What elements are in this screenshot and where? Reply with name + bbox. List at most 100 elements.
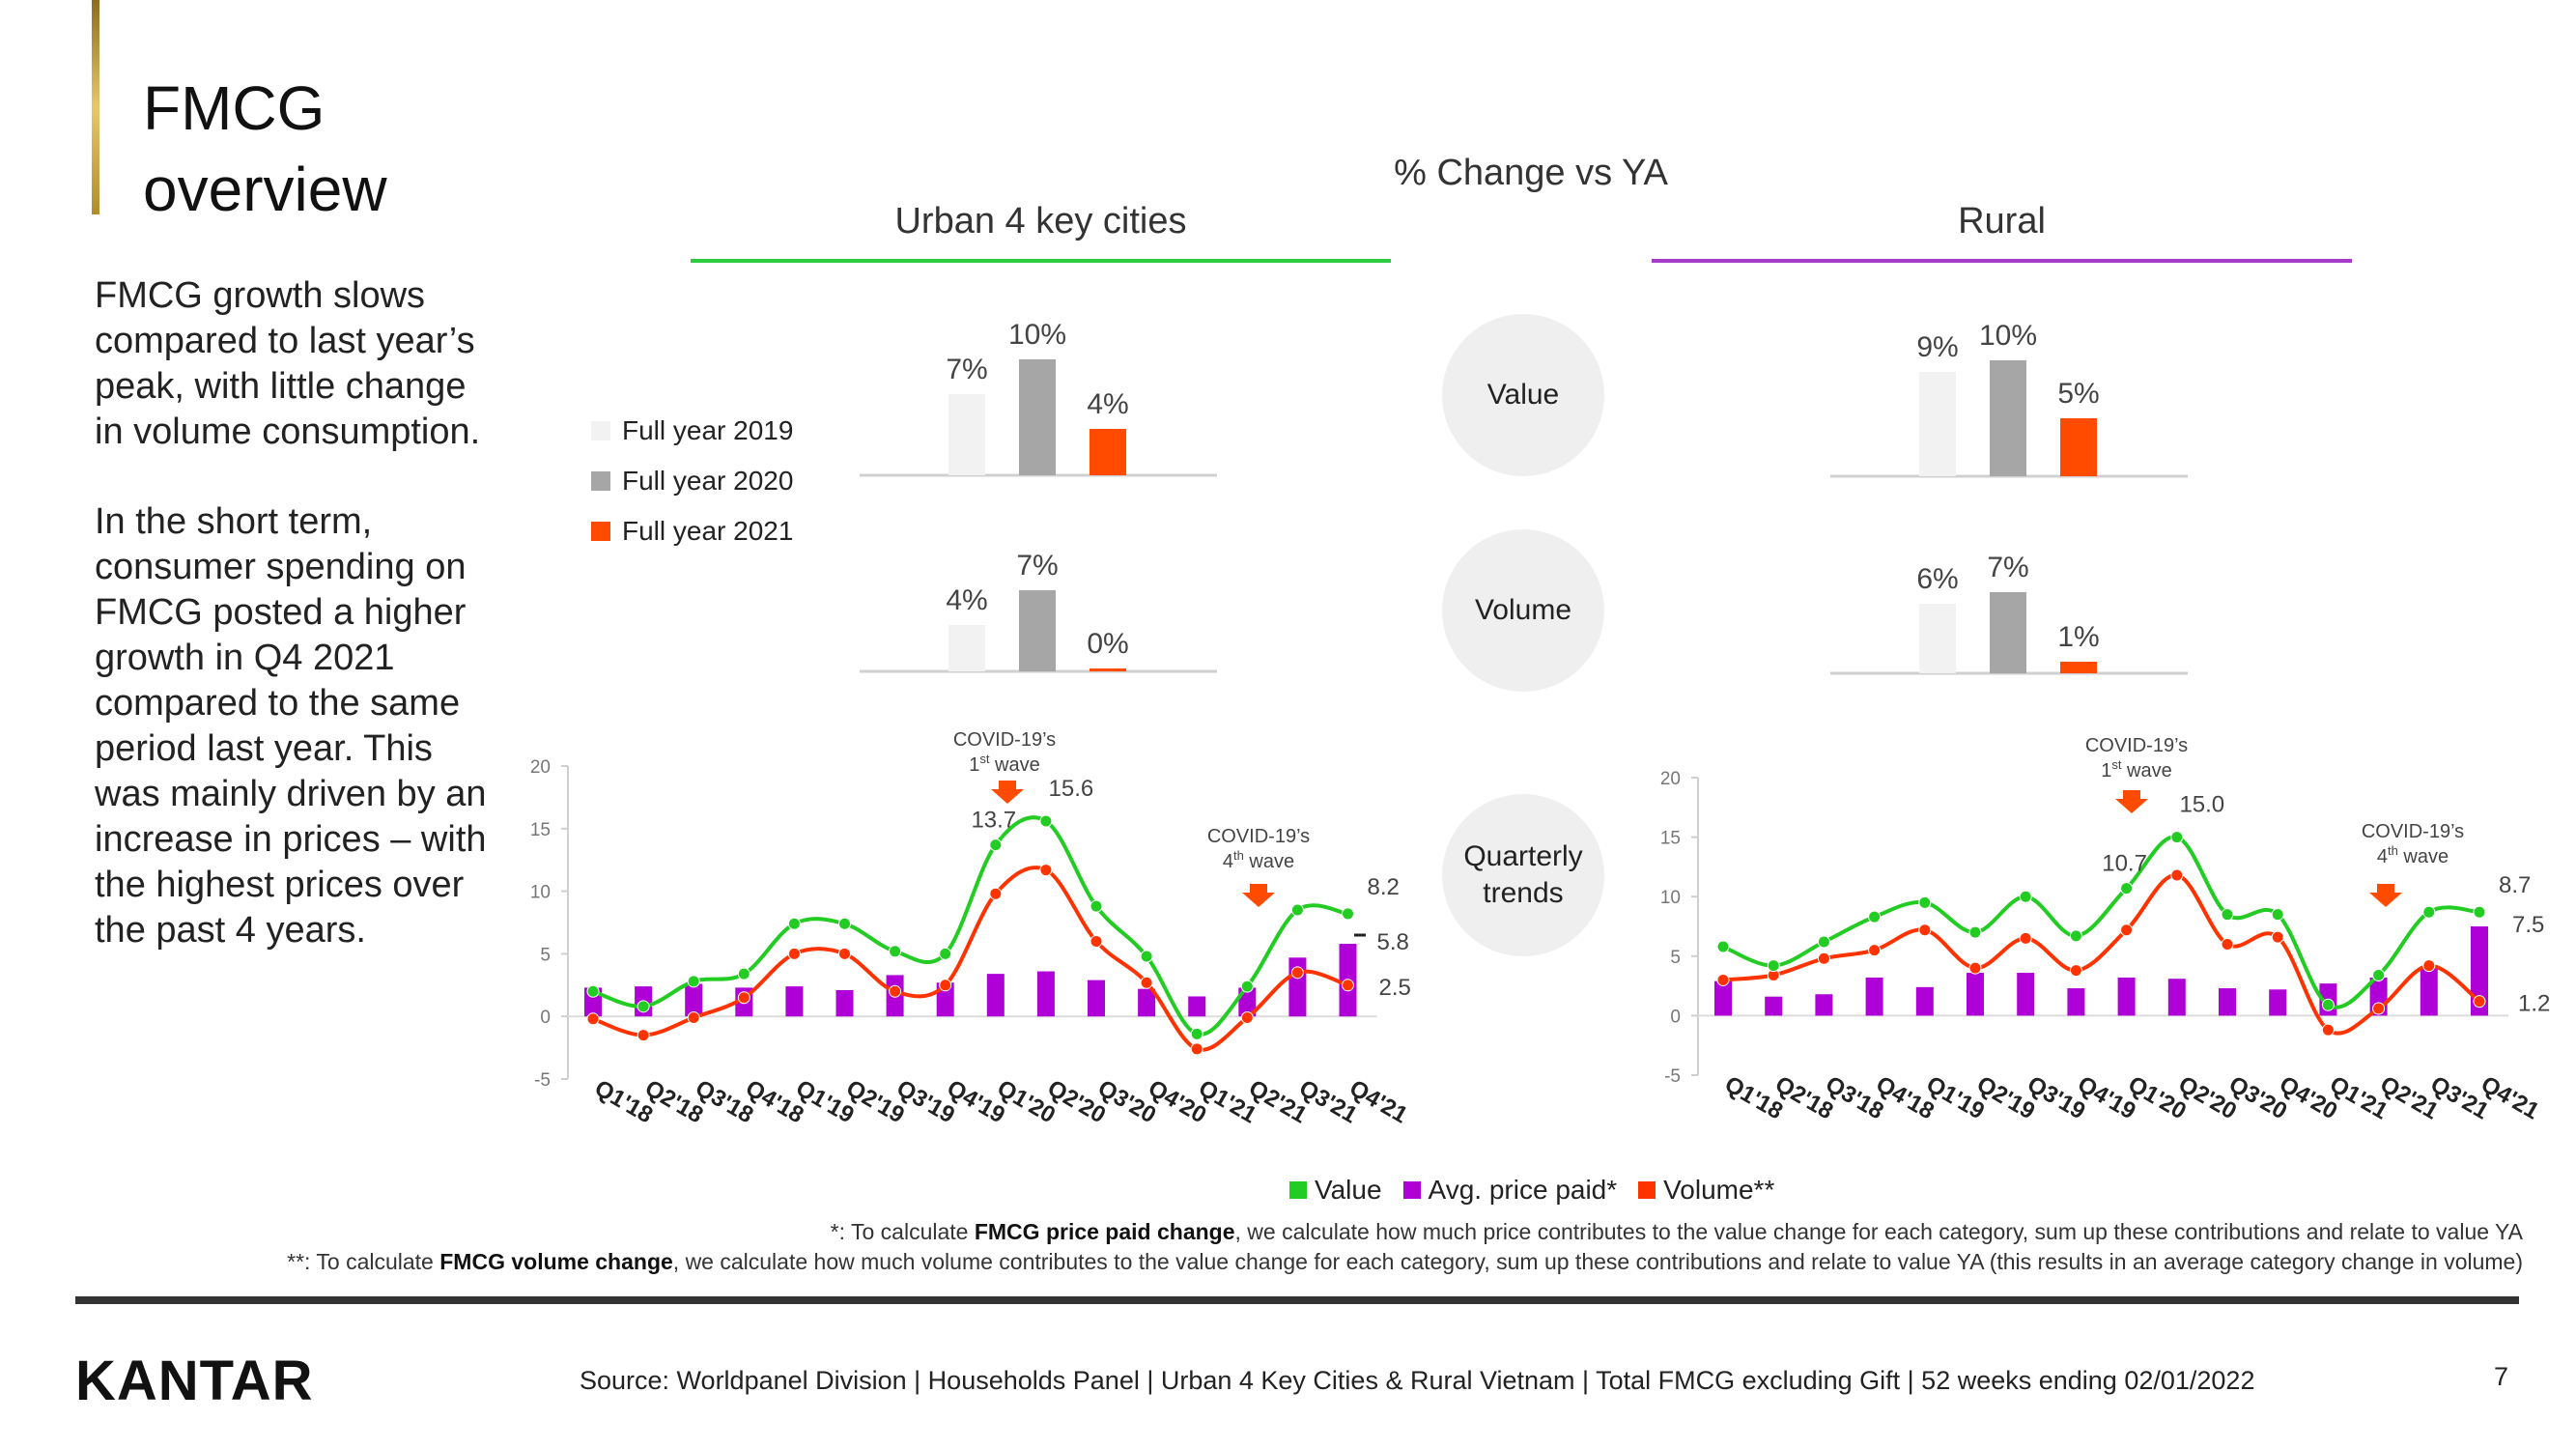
rural-quarterly-xtick-label-8: Q4'19	[2073, 1071, 2139, 1125]
urban-quarterly-ytick-label: 5	[540, 945, 551, 965]
urban-quarterly-price-bar-9	[986, 974, 1005, 1017]
urban-quarterly-volume-line	[592, 866, 1349, 1052]
urban-quarterly-xtick-label-14: Q2'21	[1244, 1075, 1311, 1129]
legend-fy2019-label: Full year 2019	[622, 415, 794, 445]
urban-quarterly-volume-point-13	[1190, 1042, 1203, 1056]
rural-value-fy-label-2: 10%	[1979, 320, 2037, 352]
urban-quarterly-value-point-13	[1190, 1027, 1203, 1040]
urban-quarterly-xtick-label-1: Q1'18	[590, 1075, 657, 1129]
rural-quarterly-volume-point-14	[2372, 1002, 2386, 1015]
urban-quarterly-xtick-label-3: Q3'18	[691, 1075, 757, 1129]
urban-quarterly-volume-point-3	[687, 1010, 700, 1024]
urban-quarterly-value-line	[592, 815, 1348, 1037]
urban-quarterly-value-point-11	[1090, 899, 1103, 913]
urban-quarterly-price-bar-3	[685, 983, 703, 1017]
urban-quarterly-price-bar-6	[835, 989, 854, 1017]
legend-price-swatch	[1402, 1181, 1421, 1199]
rural-quarterly-price-bar-10	[2167, 979, 2186, 1016]
rural-quarterly-volume-point-6	[1968, 961, 1982, 975]
rural-quarterly-data-label: 10.7	[2102, 851, 2147, 877]
rural-quarterly-value-point-6	[1968, 925, 1982, 939]
rural-quarterly-xtick-label-5: Q1'19	[1922, 1071, 1989, 1125]
urban-quarterly-xtick-label-13: Q1'21	[1194, 1075, 1260, 1129]
rural-quarterly-volume-point-1	[1716, 973, 1730, 986]
rural-quarterly-xtick-label-15: Q3'21	[2426, 1071, 2493, 1125]
urban-quarterly-volume-point-6	[838, 947, 851, 960]
rural-volume-fy-bar-1	[1919, 604, 1956, 673]
urban-covid-wave1-arrow-icon	[991, 781, 1024, 804]
legend-price-label: Avg. price paid*	[1428, 1175, 1618, 1205]
page-number: 7	[2494, 1362, 2509, 1391]
urban-volume-fy-bar-2	[1019, 590, 1056, 671]
urban-value-fy-bar-1	[948, 394, 985, 475]
circle-value: Value	[1442, 314, 1604, 476]
urban-quarterly-data-label: 15.6	[1049, 776, 1094, 802]
rural-quarterly-price-bar-9	[2117, 977, 2136, 1016]
urban-quarterly-price-bar-10	[1036, 971, 1055, 1017]
rural-quarterly-price-bar-4	[1865, 977, 1883, 1016]
urban-title-underline	[691, 259, 1391, 263]
rural-quarterly-price-bar-7	[2017, 973, 2035, 1016]
urban-quarterly-volume-point-16	[1342, 979, 1354, 992]
urban-title: Urban 4 key cities	[894, 201, 1187, 242]
rural-quarterly-data-label: 7.5	[2512, 912, 2544, 938]
urban-quarterly-xtick-label-2: Q2'18	[640, 1075, 707, 1129]
urban-covid-wave1-line1: COVID-19’s	[953, 729, 1056, 751]
urban-quarterly-volume-point-12	[1140, 976, 1153, 989]
urban-quarterly-volume-point-10	[1039, 864, 1053, 877]
rural-quarterly-value-point-3	[1817, 935, 1830, 949]
footnote-volume-bold: FMCG volume change	[439, 1249, 673, 1274]
rural-covid-wave1-ordinal: 1	[2101, 760, 2111, 781]
rural-covid-wave4-ordinal: 4	[2377, 846, 2388, 867]
rural-quarterly-price-bar-11	[2219, 988, 2236, 1016]
urban-quarterly-value-point-3	[687, 975, 700, 988]
legend-price: Avg. price paid*	[1402, 1175, 1618, 1206]
urban-quarterly-xtick-label-7: Q3'19	[892, 1075, 959, 1129]
urban-quarterly-value-point-1	[586, 984, 600, 998]
urban-quarterly-price-bar-12	[1138, 988, 1156, 1017]
rural-quarterly-xtick-label-10: Q2'20	[2174, 1071, 2241, 1125]
urban-quarterly-data-label: 13.7	[971, 808, 1016, 834]
rural-quarterly-price-bar-6	[1967, 973, 1984, 1016]
urban-quarterly-volume-point-8	[939, 979, 952, 992]
rural-quarterly-value-point-1	[1716, 940, 1730, 953]
rural-quarterly-volume-point-10	[2170, 868, 2184, 882]
rural-value-fy-label-3: 5%	[2057, 378, 2099, 410]
urban-quarterly-price-bar-11	[1088, 980, 1105, 1017]
urban-covid-wave1-wave-word: wave	[990, 754, 1040, 776]
urban-value-fy-label-2: 10%	[1008, 319, 1066, 351]
rural-quarterly-volume-point-3	[1817, 952, 1830, 965]
rural-value-fy-bar-3	[2060, 418, 2097, 476]
urban-quarterly-xtick-label-8: Q4'19	[943, 1075, 1009, 1129]
urban-quarterly-ytick-label: 20	[530, 757, 551, 778]
circle-quarterly-label: Quarterly trends	[1463, 838, 1582, 912]
urban-quarterly-volume-point-15	[1290, 966, 1304, 980]
rural-volume-fy-bar-3	[2060, 662, 2097, 673]
circle-quarterly-trends: Quarterly trends	[1442, 794, 1604, 956]
rural-quarterly-ytick-label: 15	[1660, 829, 1681, 849]
rural-covid-wave1-arrow-icon	[2115, 790, 2148, 813]
legend-fy2020-label: Full year 2020	[622, 466, 794, 496]
rural-quarterly-ytick-label: 20	[1660, 769, 1681, 789]
urban-quarterly-value-point-10	[1039, 814, 1053, 828]
rural-quarterly-ytick-label: 5	[1670, 948, 1681, 968]
rural-quarterly-price-bar-16	[2471, 926, 2488, 1016]
urban-covid-wave1-ordinal-suffix: st	[979, 752, 990, 766]
urban-quarterly-price-bar-13	[1188, 996, 1206, 1017]
urban-quarterly-value-point-12	[1140, 950, 1153, 963]
rural-quarterly-price-bar-12	[2269, 989, 2287, 1016]
rural-covid-wave4-wave-word: wave	[2398, 846, 2449, 867]
rural-covid-wave4-arrow-icon	[2369, 884, 2402, 907]
rural-quarterly-data-label: 8.7	[2499, 872, 2531, 898]
urban-covid-wave1-line2: 1st wave	[969, 752, 1040, 776]
page-title-line2: overview	[143, 155, 387, 224]
rural-title-underline	[1652, 259, 2352, 263]
rural-value-fy-label-1: 9%	[1916, 331, 1958, 363]
rural-quarterly-value-point-16	[2473, 905, 2486, 919]
rural-covid-wave1-line2: 1st wave	[2101, 757, 2172, 781]
urban-covid-wave4-ordinal: 4	[1223, 851, 1233, 872]
legend-fy2020-swatch	[591, 471, 610, 491]
rural-volume-fy-label-2: 7%	[1987, 552, 2028, 583]
urban-quarterly-value-point-15	[1290, 903, 1304, 917]
urban-quarterly-xtick-label-12: Q4'20	[1144, 1075, 1210, 1129]
